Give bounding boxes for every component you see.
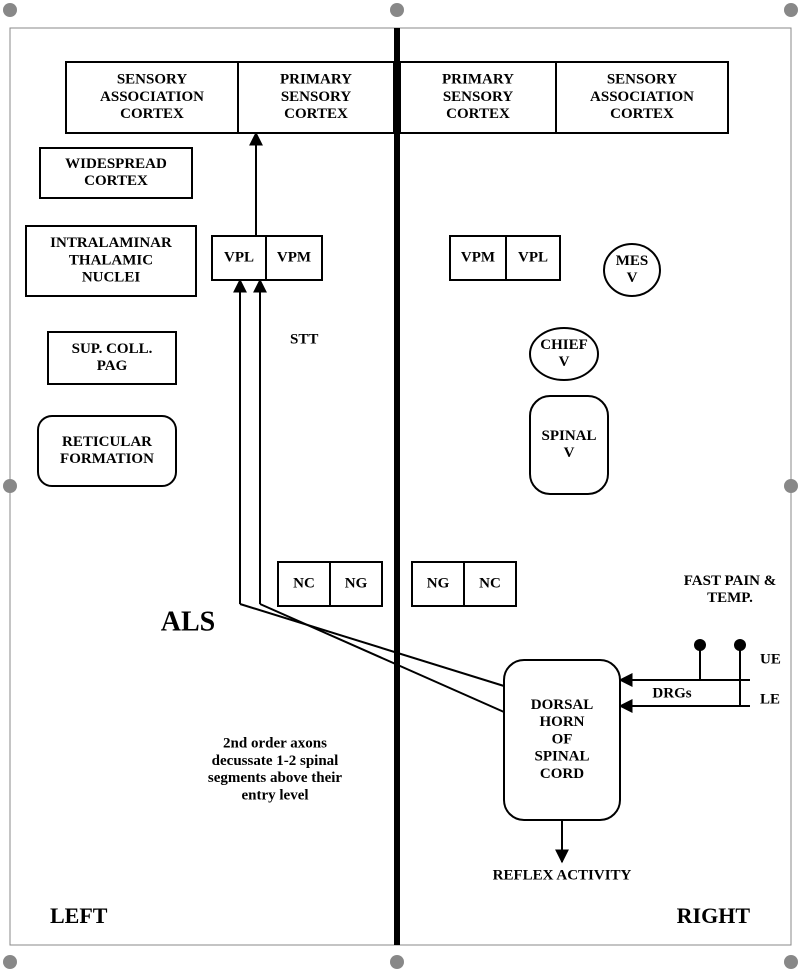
svg-text:V: V (564, 445, 575, 461)
node-ng_r: NG (412, 562, 464, 606)
svg-text:2nd order axons: 2nd order axons (223, 736, 327, 752)
neuron-dot (694, 639, 706, 651)
svg-text:CORTEX: CORTEX (120, 106, 184, 122)
svg-text:CORTEX: CORTEX (84, 173, 148, 189)
node-ng_l: NG (330, 562, 382, 606)
svg-text:THALAMIC: THALAMIC (69, 252, 153, 268)
label-drgs: DRGs (652, 685, 691, 701)
svg-text:INTRALAMINAR: INTRALAMINAR (50, 235, 172, 251)
svg-text:WIDESPREAD: WIDESPREAD (65, 156, 167, 172)
svg-text:PRIMARY: PRIMARY (442, 72, 514, 88)
node-psc_r: PRIMARYSENSORYCORTEX (400, 62, 556, 133)
svg-text:CORTEX: CORTEX (610, 106, 674, 122)
crop-dot (390, 955, 404, 969)
crop-dot (784, 955, 798, 969)
svg-text:V: V (559, 354, 570, 370)
svg-text:CORD: CORD (540, 766, 584, 782)
node-rf: RETICULARFORMATION (38, 416, 176, 486)
svg-text:VPM: VPM (461, 249, 495, 265)
svg-text:DORSAL: DORSAL (531, 697, 594, 713)
crop-dot (3, 3, 17, 17)
svg-text:NG: NG (345, 575, 368, 591)
crop-dot (784, 3, 798, 17)
node-spinalv: SPINALV (530, 396, 608, 494)
svg-text:VPL: VPL (518, 249, 548, 265)
node-scp: SUP. COLL.PAG (48, 332, 176, 384)
svg-text:SENSORY: SENSORY (607, 72, 677, 88)
label-le: LE (760, 691, 780, 707)
node-vpl_r: VPL (506, 236, 560, 280)
node-dhorn: DORSALHORNOF SPINALCORD (504, 660, 620, 820)
label-als: ALS (161, 606, 215, 637)
node-nc_l: NC (278, 562, 330, 606)
edge-dh_to_als1 (240, 604, 504, 686)
crop-dot (390, 3, 404, 17)
node-mesv: MESV (604, 244, 660, 296)
node-psc_l: PRIMARYSENSORYCORTEX (238, 62, 394, 133)
svg-text:RETICULAR: RETICULAR (62, 434, 152, 450)
crop-dot (3, 479, 17, 493)
svg-text:SENSORY: SENSORY (443, 89, 513, 105)
crop-dot (3, 955, 17, 969)
svg-text:HORN: HORN (540, 714, 585, 730)
node-nc_r: NC (464, 562, 516, 606)
svg-text:CHIEF: CHIEF (540, 337, 588, 353)
node-vpm_l: VPM (266, 236, 322, 280)
svg-text:SPINAL: SPINAL (534, 749, 589, 765)
node-itn: INTRALAMINARTHALAMIC NUCLEI (26, 226, 196, 296)
svg-text:SENSORY: SENSORY (281, 89, 351, 105)
svg-text:OF: OF (552, 731, 573, 747)
svg-text:VPL: VPL (224, 249, 254, 265)
svg-text:SUP. COLL.: SUP. COLL. (72, 341, 153, 357)
svg-text:CORTEX: CORTEX (446, 106, 510, 122)
svg-text:CORTEX: CORTEX (284, 106, 348, 122)
svg-text:NC: NC (479, 575, 501, 591)
neuron-dot (734, 639, 746, 651)
node-sac_l: SENSORYASSOCIATIONCORTEX (66, 62, 238, 133)
svg-text:V: V (627, 270, 638, 286)
svg-text:PRIMARY: PRIMARY (280, 72, 352, 88)
svg-text:TEMP.: TEMP. (707, 590, 753, 606)
svg-text:ASSOCIATION: ASSOCIATION (100, 89, 204, 105)
label-left: LEFT (50, 903, 108, 928)
node-vpl_l: VPL (212, 236, 266, 280)
svg-text:NUCLEI: NUCLEI (82, 270, 141, 286)
svg-text:decussate 1-2 spinal: decussate 1-2 spinal (212, 753, 339, 769)
edge-dh_to_als2 (260, 604, 504, 712)
svg-text:FORMATION: FORMATION (60, 451, 154, 467)
node-vpm_r: VPM (450, 236, 506, 280)
svg-text:NC: NC (293, 575, 315, 591)
label-stt: STT (290, 331, 318, 347)
svg-text:SPINAL: SPINAL (541, 428, 596, 444)
node-sac_r: SENSORYASSOCIATIONCORTEX (556, 62, 728, 133)
crop-dot (784, 479, 798, 493)
svg-text:entry level: entry level (241, 787, 308, 803)
svg-text:NG: NG (427, 575, 450, 591)
svg-text:FAST PAIN &: FAST PAIN & (684, 573, 777, 589)
svg-text:PAG: PAG (97, 358, 128, 374)
svg-text:MES: MES (616, 253, 649, 269)
diagram-canvas: SENSORYASSOCIATIONCORTEXPRIMARYSENSORYCO… (0, 0, 803, 972)
node-wide: WIDESPREADCORTEX (40, 148, 192, 198)
svg-text:SENSORY: SENSORY (117, 72, 187, 88)
svg-text:ASSOCIATION: ASSOCIATION (590, 89, 694, 105)
label-ue: UE (760, 651, 781, 667)
label-reflex: REFLEX ACTIVITY (493, 867, 632, 883)
node-chiefv: CHIEFV (530, 328, 598, 380)
label-right: RIGHT (677, 903, 751, 928)
svg-text:segments above their: segments above their (208, 770, 342, 786)
svg-text:VPM: VPM (277, 249, 311, 265)
